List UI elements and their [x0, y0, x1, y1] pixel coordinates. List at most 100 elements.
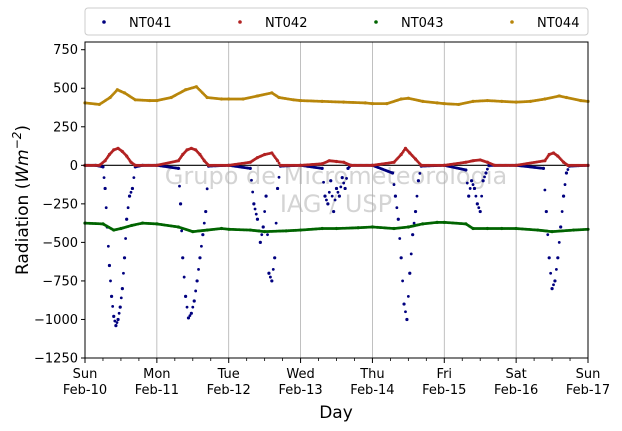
- data-point: [117, 311, 121, 315]
- data-point: [277, 175, 281, 179]
- data-point: [130, 186, 135, 191]
- data-point: [484, 171, 488, 175]
- x-tick-label-day: Mon: [143, 367, 170, 382]
- watermark-line-2: IAG / USP: [280, 190, 392, 218]
- data-point: [271, 267, 275, 271]
- data-point: [254, 212, 258, 216]
- x-tick-label-day: Wed: [286, 367, 314, 382]
- legend-marker-nt044: [510, 20, 514, 24]
- data-point: [202, 221, 206, 225]
- data-point: [180, 229, 184, 233]
- data-point: [326, 202, 330, 206]
- data-point: [264, 194, 268, 198]
- data-point: [250, 178, 253, 182]
- data-point: [477, 206, 481, 210]
- data-point: [176, 166, 181, 170]
- data-point: [191, 305, 195, 309]
- data-point: [329, 179, 333, 183]
- data-point: [406, 294, 410, 298]
- data-point: [343, 186, 347, 191]
- data-point: [124, 237, 127, 240]
- y-tick-label: 0: [70, 159, 78, 174]
- data-point: [541, 166, 546, 170]
- data-point: [127, 194, 132, 198]
- x-tick-label-day: Tue: [217, 367, 240, 382]
- y-axis-label-exponent: −2: [10, 132, 24, 150]
- data-point: [119, 296, 123, 300]
- legend-label-nt043: NT043: [401, 16, 443, 31]
- data-point: [322, 180, 325, 184]
- data-point: [472, 186, 477, 191]
- data-point: [258, 240, 262, 244]
- x-tick-label-day: Sun: [576, 367, 601, 382]
- data-point: [185, 305, 189, 309]
- data-point: [323, 194, 327, 198]
- data-point: [415, 194, 419, 198]
- data-point: [468, 187, 472, 190]
- x-axis: SunFeb-10MonFeb-11TueFeb-12WedFeb-13ThuF…: [63, 358, 610, 398]
- data-point: [112, 314, 116, 318]
- data-point: [399, 256, 403, 260]
- x-tick-label-date: Feb-17: [566, 383, 610, 398]
- x-tick-label-date: Feb-11: [135, 383, 179, 398]
- y-tick-label: 250: [53, 120, 78, 135]
- data-point: [263, 210, 267, 213]
- data-point: [465, 181, 469, 185]
- data-point: [325, 198, 328, 202]
- data-point: [564, 171, 569, 175]
- data-point: [248, 166, 252, 170]
- data-point: [483, 175, 486, 179]
- data-point: [464, 168, 468, 172]
- y-axis-label: Radiation (Wm−2): [10, 125, 33, 275]
- data-point: [392, 183, 396, 186]
- data-point: [560, 210, 564, 213]
- data-point: [103, 186, 107, 191]
- data-point: [481, 179, 485, 183]
- data-point: [122, 256, 127, 260]
- data-point: [471, 183, 475, 186]
- data-point: [114, 324, 118, 328]
- legend-label-nt044: NT044: [537, 16, 579, 31]
- y-tick-label: −750: [42, 274, 78, 289]
- data-point: [469, 179, 474, 183]
- data-point: [111, 304, 115, 308]
- data-point: [268, 275, 272, 279]
- x-tick-label-day: Fri: [437, 367, 453, 382]
- data-point: [118, 305, 122, 309]
- data-point: [336, 190, 340, 194]
- data-point: [116, 317, 120, 322]
- x-tick-label-date: Feb-16: [494, 383, 538, 398]
- series-nt043: [83, 220, 590, 234]
- data-point: [195, 279, 199, 283]
- data-point: [566, 168, 570, 171]
- data-point: [106, 244, 110, 248]
- data-point: [184, 294, 188, 298]
- data-point: [561, 194, 566, 198]
- data-point: [480, 194, 484, 198]
- data-point: [126, 206, 130, 210]
- series-layer: [83, 85, 590, 328]
- data-point: [333, 198, 337, 202]
- data-point: [109, 279, 112, 283]
- data-point: [273, 256, 277, 260]
- x-tick-label-day: Thu: [359, 367, 384, 382]
- series-nt044: [83, 85, 590, 107]
- data-point: [252, 202, 256, 206]
- data-point: [178, 184, 181, 188]
- data-point: [260, 233, 264, 237]
- data-point: [390, 171, 395, 175]
- x-tick-label-date: Feb-10: [63, 383, 107, 398]
- data-point: [418, 172, 422, 175]
- x-tick-label-date: Feb-13: [278, 383, 322, 398]
- data-point: [550, 287, 554, 291]
- data-point: [334, 186, 339, 191]
- legend-frame: [84, 7, 589, 36]
- y-axis-label-unit: Wm: [13, 149, 33, 182]
- data-point: [194, 289, 198, 293]
- data-point: [327, 190, 331, 194]
- data-point: [122, 271, 125, 275]
- data-point: [253, 207, 257, 211]
- data-point: [330, 194, 334, 198]
- data-point: [332, 209, 336, 214]
